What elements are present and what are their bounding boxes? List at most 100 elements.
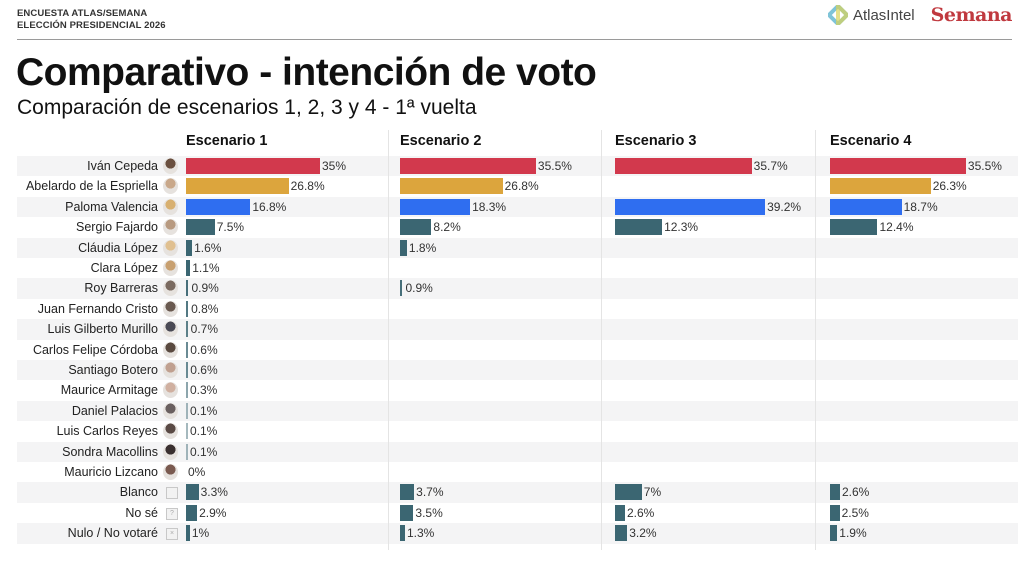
data-label: 2.9% [199,505,227,520]
data-label: 35.5% [537,159,572,173]
category-label: No sé [125,505,158,520]
scenario-divider [388,130,389,550]
data-label: 3.5% [415,505,443,520]
bar-mark [400,280,402,297]
candidate-avatar-icon [163,300,178,317]
category-label: Daniel Palacios [71,403,158,418]
bar-mark [186,504,198,521]
bar-mark [615,484,642,501]
data-label: 0.9% [405,281,433,296]
bar-mark [400,158,536,174]
bar-mark [400,219,432,236]
candidate-avatar-icon [163,402,178,419]
category-label: Juan Fernando Cristo [37,301,158,316]
bar-mark [615,504,625,521]
bar-mark [186,443,188,460]
header-divider [17,39,1012,40]
candidate-avatar-icon [163,239,178,256]
scenario-header: Escenario 2 [400,133,482,149]
semana-logo: Semana [930,4,1013,26]
data-label: 3.7% [416,485,444,500]
category-label: Sergio Fajardo [76,220,158,235]
data-label: 1.6% [194,240,222,255]
bar-mark [186,178,289,195]
data-label: 1.3% [406,526,435,541]
bar-mark [400,198,471,215]
question-box-icon: ? [166,507,178,520]
bar-mark [830,219,878,236]
data-label: 12.3% [664,220,699,235]
logos: AtlasIntel Semana [826,1,1013,29]
data-label: 12.4% [879,220,914,235]
candidate-avatar-icon [163,219,178,236]
table-row [17,278,1018,299]
data-label: 35% [322,159,347,173]
candidate-avatar-icon [163,382,178,399]
candidate-avatar-icon [163,443,178,460]
category-label: Paloma Valencia [65,199,158,214]
data-label: 7.5% [216,220,245,235]
category-label: Luis Gilberto Murillo [47,322,158,337]
data-label: 0.1% [190,403,218,418]
data-label: 7% [643,485,662,500]
data-label: 0.1% [190,424,218,439]
atlasintel-mark-icon [826,1,850,29]
page-subtitle: Comparación de escenarios 1, 2, 3 y 4 - … [17,96,477,119]
bar-mark [615,525,628,542]
atlasintel-logo: AtlasIntel [826,1,915,29]
scenario-divider [601,130,602,550]
candidate-avatar-icon [163,280,178,297]
data-label: 16.8% [252,199,287,214]
data-label: 18.3% [472,199,507,214]
candidate-avatar-icon [163,423,178,440]
category-label: Clara López [90,261,158,275]
category-label: Iván Cepeda [87,159,158,173]
bar-mark [400,504,414,521]
data-label: 0.8% [191,301,219,316]
bar-mark [830,525,838,542]
bar-mark [186,484,199,501]
bar-mark [830,198,902,215]
category-label: Mauricio Lizcano [64,465,158,479]
bar-mark [186,260,191,276]
bar-mark [186,300,188,317]
category-label: Nulo / No votaré [67,526,158,541]
kicker-line-1: ENCUESTA ATLAS/SEMANA [17,8,148,19]
bar-mark [615,198,766,215]
data-label: 18.7% [903,199,938,214]
table-row [17,319,1018,340]
bar-mark [186,198,251,215]
candidate-avatar-icon [163,198,178,215]
bar-mark [186,341,188,358]
scenario-header: Escenario 4 [830,133,912,149]
table-row [17,400,1018,422]
data-label: 35.7% [753,159,788,173]
table-row [17,237,1018,258]
bar-mark [615,219,663,236]
data-label: 1% [191,526,210,541]
x-box-icon: × [166,528,178,541]
data-label: 2.6% [841,485,870,500]
data-label: 0.6% [190,363,218,377]
scenario-divider [815,130,816,550]
bar-mark [400,525,405,542]
table-row [17,482,1018,503]
header-kicker: ENCUESTA ATLAS/SEMANA ELECCIÓN PRESIDENC… [17,8,166,32]
data-label: 0.6% [190,342,218,357]
data-label: 26.3% [932,179,967,194]
bar-mark [186,280,188,297]
candidate-avatar-icon [163,178,178,195]
scenario-header: Escenario 3 [615,133,697,149]
data-label: 26.8% [504,179,539,194]
data-label: 0% [188,465,206,479]
bar-mark [186,239,193,256]
category-label: Maurice Armitage [60,383,158,398]
candidate-avatar-icon [163,321,178,338]
bar-mark [830,178,931,195]
bar-mark [830,504,840,521]
data-label: 0.7% [190,322,219,337]
data-label: 26.8% [290,179,325,194]
candidate-avatar-icon [163,362,178,378]
candidate-avatar-icon [163,260,178,276]
table-row [17,523,1018,544]
